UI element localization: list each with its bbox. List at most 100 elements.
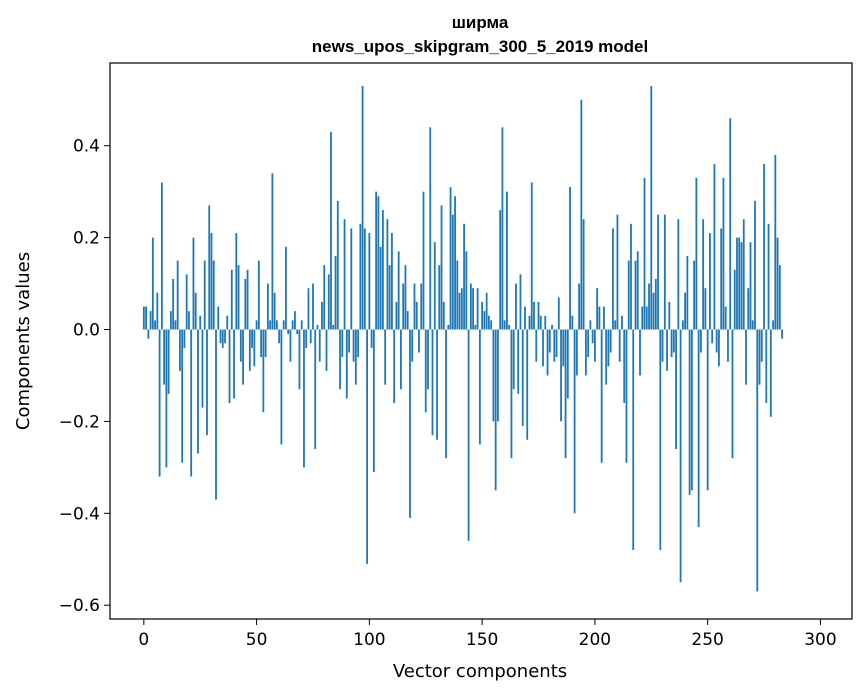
- bar-103: [375, 191, 378, 330]
- bar-75: [312, 283, 314, 330]
- bar-52: [260, 329, 262, 358]
- bar-263: [736, 237, 738, 330]
- bar-94: [354, 329, 357, 385]
- bar-279: [772, 320, 774, 330]
- bar-206: [607, 329, 610, 367]
- bar-113: [397, 251, 400, 330]
- x-tick-label: 0: [138, 630, 149, 650]
- bar-123: [420, 283, 423, 330]
- bar-266: [742, 219, 745, 330]
- bar-225: [650, 85, 653, 330]
- bar-99: [366, 329, 368, 564]
- bar-59: [275, 320, 278, 330]
- bar-226: [652, 292, 655, 330]
- bar-215: [627, 260, 630, 330]
- bar-197: [587, 329, 590, 358]
- bar-7: [158, 329, 161, 477]
- bar-21: [190, 329, 193, 477]
- bar-244: [693, 260, 696, 330]
- plot-area-frame: [109, 62, 853, 620]
- bar-151: [483, 311, 486, 330]
- bar-194: [580, 99, 583, 330]
- bar-46: [246, 269, 249, 330]
- bar-25: [199, 315, 202, 330]
- bar-76: [314, 329, 317, 449]
- bar-27: [203, 260, 206, 330]
- x-axis-label: Vector components: [393, 661, 567, 682]
- bar-152: [485, 292, 488, 330]
- bar-53: [262, 329, 265, 413]
- bar-160: [503, 320, 506, 330]
- bar-63: [285, 246, 287, 330]
- bar-218: [634, 260, 637, 330]
- bar-115: [402, 283, 405, 330]
- bar-37: [226, 315, 229, 330]
- bar-0: [142, 306, 145, 330]
- bar-107: [384, 329, 387, 385]
- bar-127: [429, 127, 432, 330]
- bar-55: [266, 283, 269, 330]
- chart-subtitle: news_upos_skipgram_300_5_2019 model: [312, 37, 648, 56]
- bar-202: [598, 306, 601, 330]
- bar-116: [404, 265, 407, 330]
- bar-85: [334, 255, 337, 330]
- bar-168: [521, 329, 524, 427]
- bar-270: [751, 320, 754, 330]
- bar-239: [681, 320, 684, 330]
- bar-170: [526, 329, 529, 440]
- bar-174: [535, 329, 538, 362]
- bar-203: [600, 329, 603, 463]
- x-tick-label: 50: [246, 630, 268, 650]
- bar-86: [336, 200, 339, 330]
- bar-109: [388, 265, 391, 330]
- bar-32: [215, 329, 217, 500]
- bar-50: [255, 320, 258, 330]
- bar-49: [253, 329, 256, 367]
- bar-277: [767, 223, 770, 330]
- bar-242: [688, 329, 691, 495]
- bar-120: [413, 283, 416, 330]
- bar-69: [298, 329, 301, 390]
- bar-12: [169, 311, 172, 330]
- bar-235: [672, 329, 675, 353]
- bar-178: [544, 315, 547, 330]
- bar-250: [706, 329, 709, 491]
- bar-39: [230, 269, 233, 330]
- bar-128: [431, 329, 434, 436]
- bar-44: [242, 329, 244, 385]
- bar-43: [239, 329, 242, 362]
- bar-30: [210, 233, 213, 330]
- bar-67: [294, 311, 296, 330]
- bar-275: [763, 164, 765, 330]
- bar-240: [684, 292, 686, 330]
- bar-134: [445, 329, 447, 459]
- bar-26: [201, 329, 204, 408]
- bar-204: [603, 306, 605, 330]
- bar-5: [154, 320, 156, 330]
- bar-122: [418, 329, 420, 353]
- bar-149: [478, 329, 481, 445]
- bar-283: [781, 329, 783, 339]
- bar-56: [269, 320, 272, 330]
- bar-189: [569, 187, 571, 330]
- bar-6: [156, 292, 159, 330]
- bar-259: [727, 329, 729, 362]
- bar-28: [206, 329, 208, 436]
- bar-19: [185, 274, 188, 330]
- bar-22: [192, 237, 195, 330]
- x-tick-label: 200: [579, 630, 611, 650]
- bar-253: [713, 164, 716, 330]
- bar-15: [176, 260, 179, 330]
- bar-101: [370, 329, 373, 348]
- bar-214: [625, 329, 628, 463]
- bar-241: [686, 255, 689, 330]
- bar-180: [548, 329, 551, 353]
- bar-98: [363, 228, 366, 330]
- bar-72: [305, 329, 308, 348]
- bar-256: [720, 228, 723, 330]
- bar-169: [524, 306, 526, 330]
- bar-157: [497, 329, 499, 422]
- bar-234: [670, 329, 673, 358]
- bar-179: [546, 329, 549, 376]
- bar-2: [147, 329, 150, 339]
